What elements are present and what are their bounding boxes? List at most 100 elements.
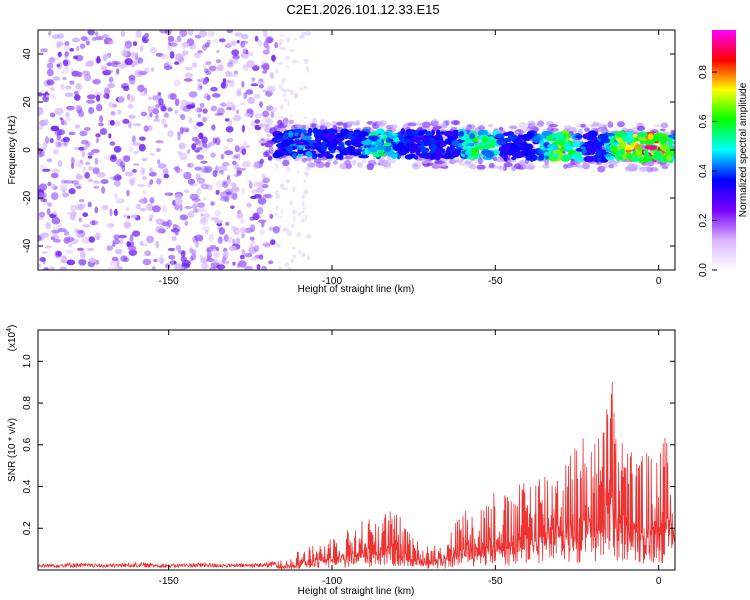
spectrogram-band-blob <box>385 137 391 144</box>
spectrogram-band-blob <box>547 143 557 149</box>
spectrogram-band-halo <box>421 121 431 128</box>
spectrogram-band-blob <box>340 145 345 151</box>
spectrogram-noise-blob <box>236 237 241 245</box>
spectrogram-noise-blob <box>140 167 146 175</box>
spectrogram-noise-blob <box>268 226 275 231</box>
spectrogram-noise-blob <box>236 109 239 115</box>
spectrogram-noise-blob <box>139 45 144 52</box>
spectrogram-noise-blob <box>210 105 218 112</box>
spectrogram-band-halo <box>660 122 669 129</box>
spectrogram-band-blob <box>613 142 619 146</box>
spectrogram-band-blob <box>297 148 304 155</box>
spectrogram-band-blob <box>541 130 552 137</box>
spectrogram-band-blob <box>617 156 623 160</box>
spectrogram-noise-blob <box>173 53 183 62</box>
spectrogram-band-blob <box>286 146 293 152</box>
spectrogram-noise-blob <box>163 65 173 71</box>
spectrogram-noise-blob <box>199 85 203 89</box>
spectrogram-band-blob <box>644 139 655 145</box>
spectrogram-band-blob <box>508 134 518 140</box>
spectrogram-noise-blob <box>163 168 169 175</box>
spectrogram-noise-blob <box>69 80 75 85</box>
spectrogram-y-tick-label: -40 <box>22 238 33 253</box>
spectrogram-band-halo <box>454 159 463 163</box>
spectrogram-noise-blob <box>229 245 237 252</box>
spectrogram-noise-blob <box>124 58 133 66</box>
spectrogram-noise-blob <box>304 172 309 177</box>
spectrogram-band-halo <box>448 159 457 165</box>
spectrogram-noise-blob <box>226 179 231 185</box>
spectrogram-band-halo <box>435 160 446 165</box>
spectrogram-band-blob <box>337 134 343 139</box>
spectrogram-noise-blob <box>73 147 80 151</box>
spectrogram-x-label: Height of straight line (km) <box>298 284 415 295</box>
spectrogram-noise-blob <box>61 69 65 75</box>
spectrogram-noise-blob <box>47 181 52 187</box>
spectrogram-noise-blob <box>210 152 216 158</box>
spectrogram-band-halo <box>345 162 353 169</box>
spectrogram-noise-blob <box>149 218 153 221</box>
spectrogram-noise-blob <box>78 259 87 266</box>
colorbar-label: Normalized spectral amplitude <box>738 82 749 217</box>
spectrogram-band-blob <box>605 153 612 158</box>
spectrogram-noise-blob <box>65 117 72 122</box>
spectrogram-band-blob <box>550 153 560 158</box>
spectrogram-noise-blob <box>89 220 99 226</box>
spectrogram-noise-blob <box>201 262 209 270</box>
spectrogram-noise-blob <box>81 150 86 158</box>
spectrogram-noise-blob <box>237 90 241 96</box>
spectrogram-noise-blob <box>79 130 88 137</box>
spectrogram-noise-blob <box>55 141 59 149</box>
spectrogram-noise-blob <box>110 119 115 126</box>
spectrogram-noise-blob <box>166 191 170 196</box>
colorbar-tick-label: 0.6 <box>698 114 709 128</box>
spectrogram-noise-blob <box>195 107 200 114</box>
spectrogram-noise-blob <box>261 184 269 189</box>
spectrogram-noise-blob <box>200 166 209 174</box>
spectrogram-noise-blob <box>247 179 251 183</box>
spectrogram-noise-blob <box>174 197 183 206</box>
spectrogram-noise-blob <box>256 263 261 270</box>
spectrogram-noise-blob <box>51 216 61 225</box>
spectrogram-noise-blob <box>197 78 202 83</box>
spectrogram-x-tick-label: -100 <box>322 276 342 287</box>
spectrogram-noise-blob <box>222 78 227 83</box>
spectrogram-band-halo <box>520 129 528 134</box>
spectrogram-noise-blob <box>232 114 242 122</box>
spectrogram-noise-blob <box>103 155 112 160</box>
spectrogram-noise-blob <box>95 133 101 138</box>
spectrogram-noise-blob <box>74 94 81 101</box>
spectrogram-noise-blob <box>112 242 116 248</box>
spectrogram-noise-blob <box>64 180 74 184</box>
spectrogram-noise-blob <box>85 40 90 46</box>
spectrogram-noise-blob <box>275 158 282 162</box>
spectrogram-noise-blob <box>242 48 248 54</box>
spectrogram-band-halo <box>351 159 357 166</box>
spectrogram-noise-blob <box>128 114 136 119</box>
spectrogram-noise-blob <box>212 93 221 98</box>
spectrogram-noise-blob <box>46 158 53 163</box>
spectrogram-noise-blob <box>196 187 202 196</box>
spectrogram-noise-blob <box>306 69 310 73</box>
spectrogram-noise-blob <box>228 119 233 127</box>
spectrogram-noise-blob <box>179 153 188 161</box>
spectrogram-noise-blob <box>250 224 256 233</box>
spectrogram-noise-blob <box>196 121 204 127</box>
spectrogram-band-blob <box>400 128 406 135</box>
spectrogram-band-halo <box>383 165 392 169</box>
spectrogram-noise-blob <box>246 60 255 68</box>
spectrogram-noise-blob <box>132 123 142 127</box>
spectrogram-band-halo <box>542 164 550 169</box>
spectrogram-band-blob <box>627 131 634 139</box>
spectrogram-noise-blob <box>279 104 284 111</box>
spectrogram-noise-blob <box>200 217 206 224</box>
spectrogram-noise-blob <box>153 258 158 263</box>
spectrogram-noise-blob <box>278 61 284 66</box>
spectrogram-noise-blob <box>164 123 168 128</box>
spectrogram-y-tick-label: 20 <box>22 96 33 108</box>
spectrogram-noise-blob <box>74 227 78 233</box>
spectrogram-noise-blob <box>120 31 126 37</box>
spectrogram-noise-blob <box>236 167 243 175</box>
spectrogram-noise-blob <box>241 187 245 195</box>
spectrogram-noise-blob <box>137 199 146 203</box>
